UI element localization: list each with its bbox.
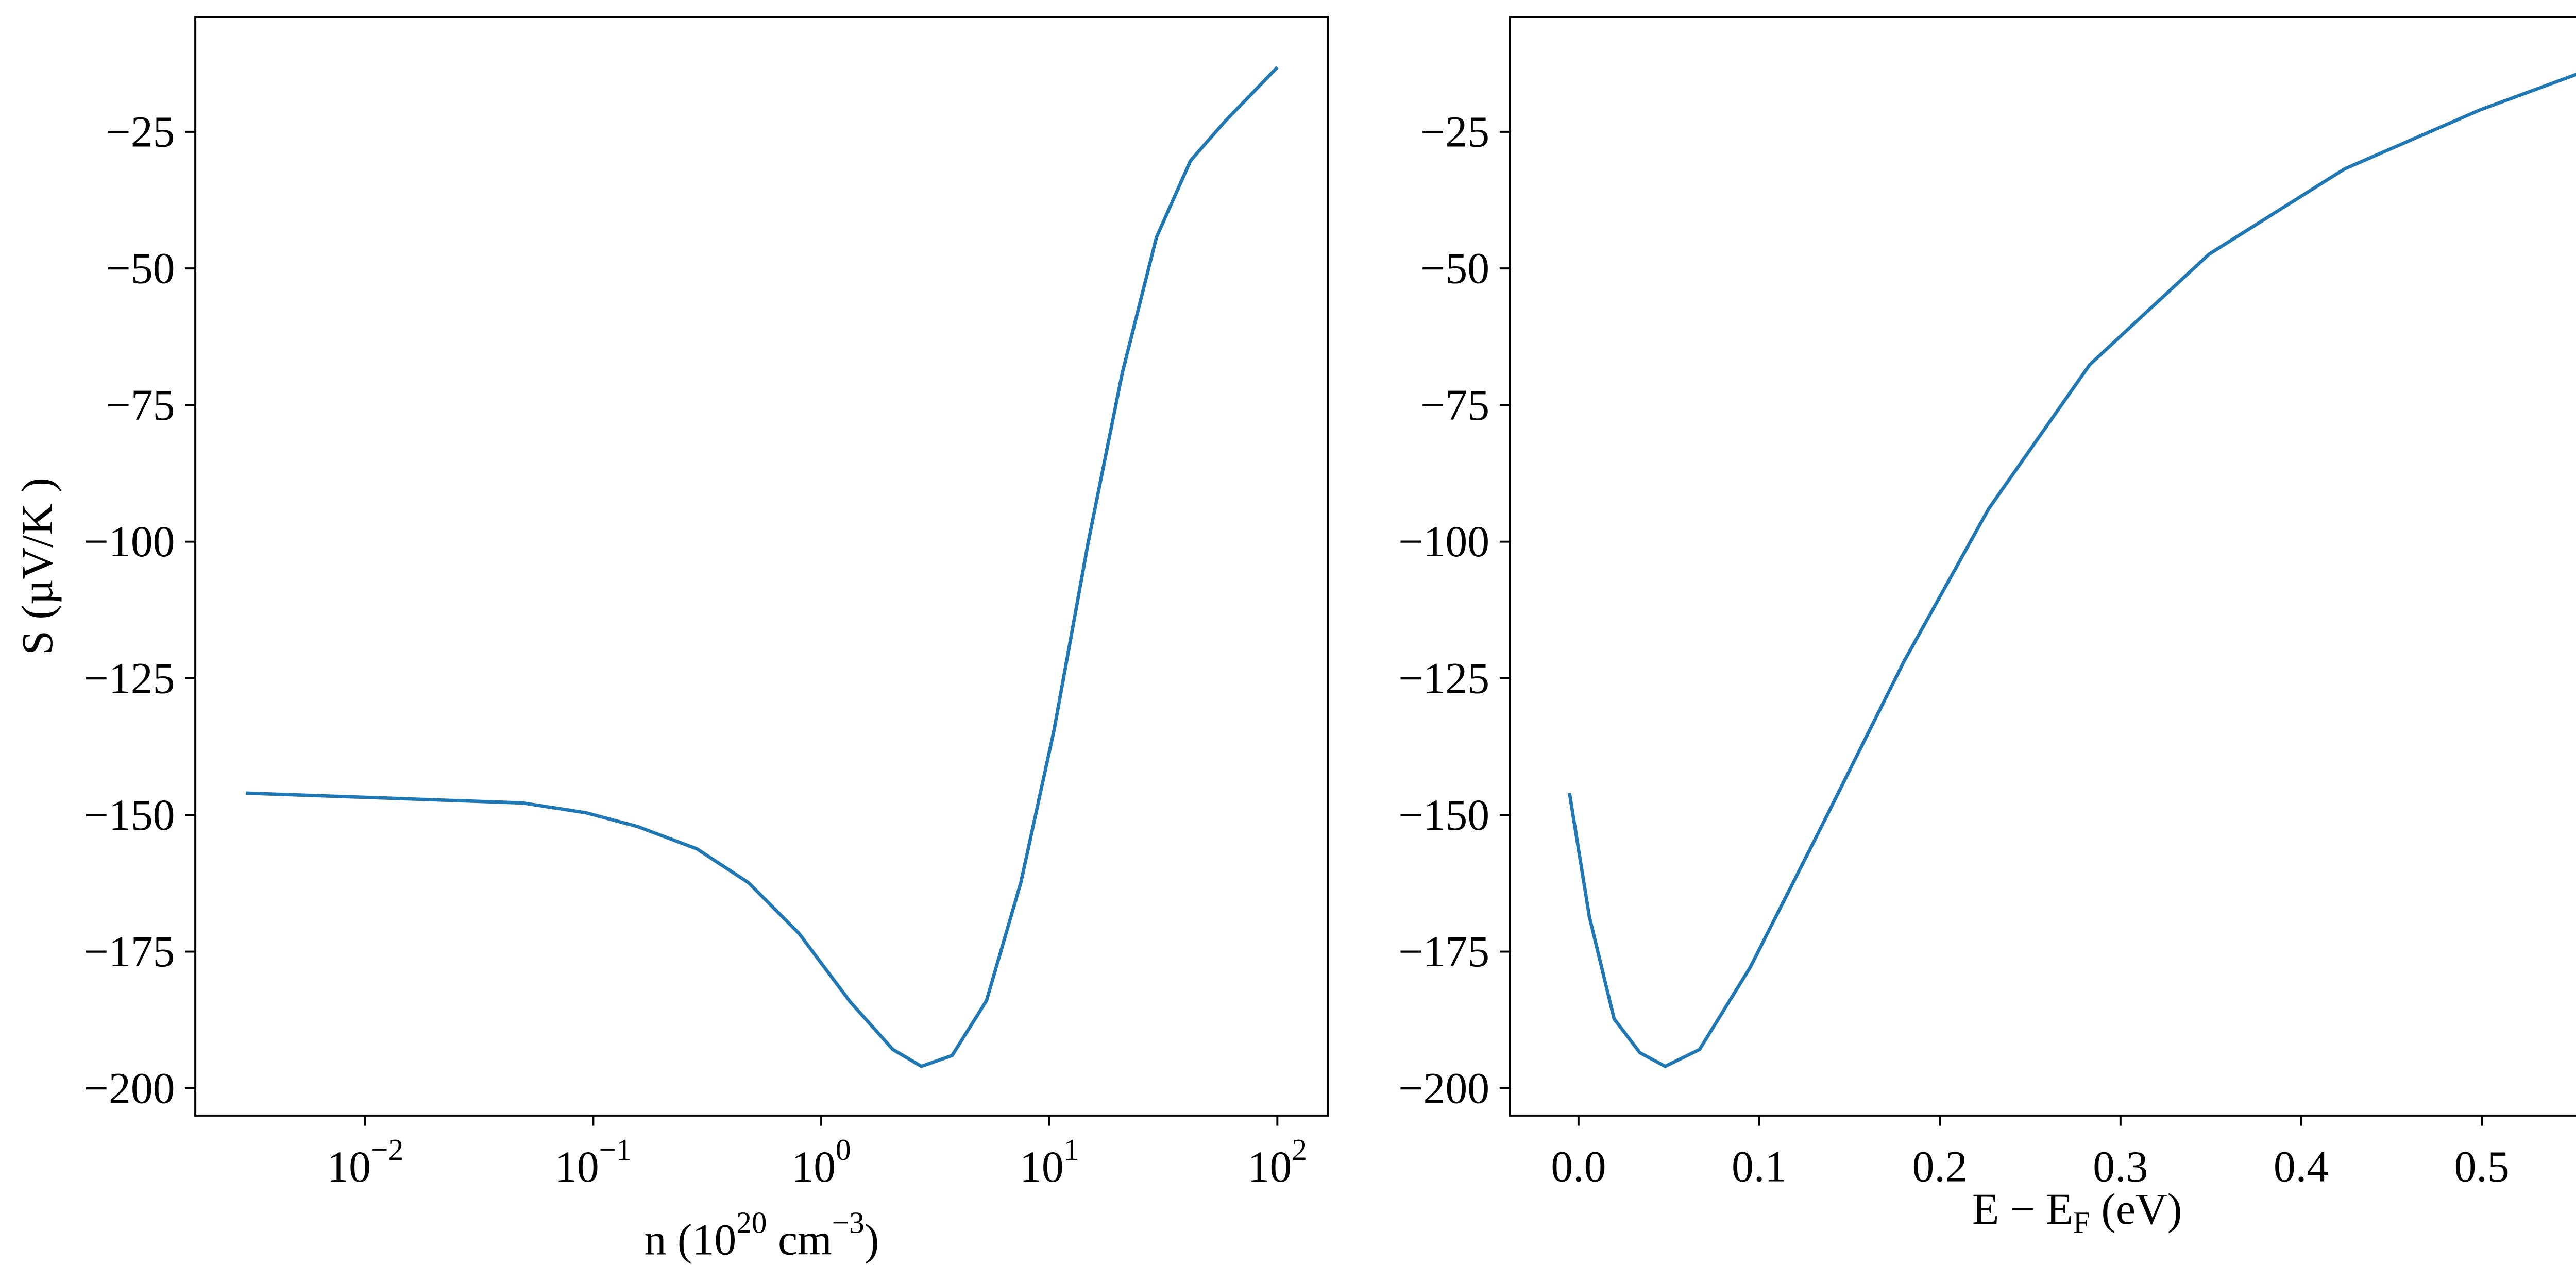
x-axis-label: n (1020 cm−3) [645,1206,879,1264]
y-tick-label: −175 [84,927,175,976]
panel: −25 −50 −75 −100 −125 −150 −175 −200 10−2 10−1 100… [13,16,1329,1264]
plot-frame [1509,16,2576,1117]
x-axis-label-part: ) [865,1215,879,1264]
y-tick-label: −200 [84,1064,175,1113]
y-tick-label: −150 [1398,791,1489,840]
y-tick-label: −50 [1420,244,1489,293]
y-tick-label: −200 [1398,1064,1489,1113]
x-tick-label: 101 [1020,1133,1079,1191]
x-tick-label: 102 [1248,1133,1307,1191]
panel: −25 −50 −75 −100 −125 −150 −175 −200 0.0 0.1 0.2 0.… [1398,16,2576,1240]
y-axis-label: S (µV/K ) [13,477,62,655]
data-line [246,66,1279,1069]
x-axis-label: E − EF (eV) [1972,1185,2182,1240]
x-axis-label-part: −3 [832,1206,865,1240]
x-axis-label-part: E − E [1972,1185,2073,1234]
x-axis-label-part: cm [767,1215,832,1264]
y-tick-label: −75 [106,381,175,430]
y-tick-label: −125 [1398,654,1489,703]
y-tick-label: −25 [1420,107,1489,156]
x-tick-label: 0.1 [1732,1142,1787,1191]
y-tick-label: −125 [84,654,175,703]
x-tick-label: 0.4 [2274,1142,2329,1191]
data-line [1568,73,2576,1069]
y-tick-label: −175 [1398,927,1489,976]
y-tick-label: −25 [106,107,175,156]
x-tick-label: 0.5 [2454,1142,2510,1191]
y-tick-label: −150 [84,791,175,840]
y-tick-label: −100 [1398,517,1489,566]
x-tick-label: 100 [791,1133,851,1191]
y-tick-label: −100 [84,517,175,566]
x-axis-label-part: (eV) [2090,1185,2182,1234]
x-tick-label: 0.0 [1551,1142,1606,1191]
x-tick-label: 0.3 [2093,1142,2148,1191]
x-tick-label: 0.2 [1912,1142,1968,1191]
x-tick-label: 10−2 [327,1133,403,1191]
x-tick-label: 10−1 [555,1133,632,1191]
y-tick-label: −75 [1420,381,1489,430]
x-axis-label-part: F [2073,1206,2090,1240]
plot-frame [194,16,1329,1117]
x-axis-label-part: n (10 [645,1215,737,1264]
y-tick-label: −50 [106,244,175,293]
x-axis-label-part: 20 [736,1206,767,1240]
